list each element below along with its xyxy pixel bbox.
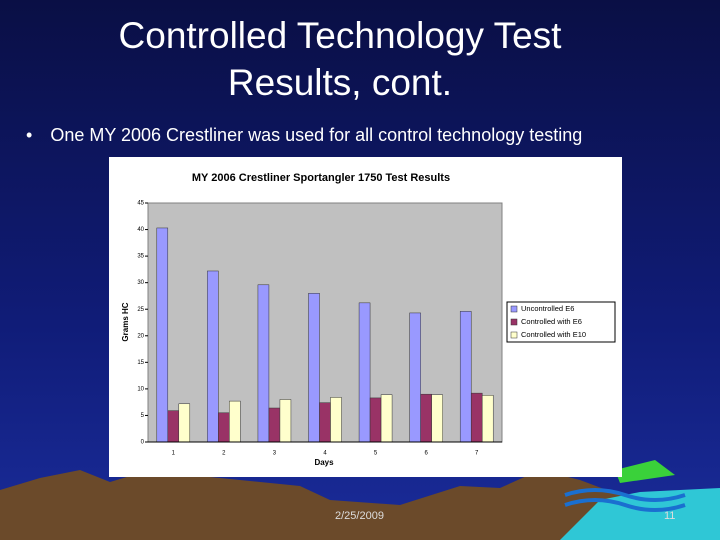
y-tick-label: 25 [137,307,144,313]
bar [218,412,230,443]
x-tick-label: 2 [222,451,226,457]
bar [330,397,342,443]
y-tick-label: 40 [137,227,144,233]
legend-swatch [510,331,518,339]
bar [178,403,191,443]
chart: MY 2006 Crestliner Sportangler 1750 Test… [109,157,622,477]
x-tick-label: 3 [273,451,277,457]
x-tick-label: 4 [323,451,327,457]
bar [431,394,443,443]
y-tick-label: 35 [137,254,144,260]
x-axis-label: Days [314,458,334,467]
bullet: • One MY 2006 Crestliner was used for all… [26,125,583,145]
x-tick-label: 6 [424,451,428,457]
legend-box [506,301,616,343]
bar [319,402,331,443]
wave [564,498,686,512]
bar [268,407,281,443]
page-number: 11 [664,510,676,522]
y-tick-label: 20 [137,333,144,339]
mountains [0,470,720,540]
bar [308,293,320,443]
bar [420,393,432,443]
boat-icon [615,460,675,483]
y-tick-label: 5 [141,413,145,419]
chart-title: MY 2006 Crestliner Sportangler 1750 Test… [192,172,450,184]
slide-title: Controlled Technology Test Results, cont… [118,15,562,103]
x-tick-label: 5 [374,451,378,457]
bar [156,227,169,443]
y-tick-label: 30 [137,280,144,286]
x-tick-label: 7 [475,451,479,457]
footer-date: 2/25/2009 [335,510,384,522]
bar [167,410,180,443]
bullet-text: One MY 2006 Crestliner was used for all … [50,125,583,145]
legend-label: Controlled with E10 [521,330,586,339]
x-tick-label: 1 [172,451,176,457]
bar [207,270,219,443]
legend-label: Controlled with E6 [521,317,582,326]
bar [358,302,371,443]
y-tick-label: 15 [137,360,144,366]
y-axis-label: Grams HC [121,302,130,341]
bar [470,392,483,443]
y-tick-label: 0 [141,440,145,446]
legend-swatch [510,318,518,326]
bar [229,400,241,443]
y-tick-label: 45 [137,201,144,207]
legend-swatch [510,305,518,313]
bar [257,284,270,443]
bar [380,394,393,443]
plot-area [147,202,503,443]
bar [369,397,382,443]
bar [481,395,494,443]
legend-label: Uncontrolled E6 [521,304,574,313]
y-tick-label: 10 [137,386,144,392]
bar [279,399,292,443]
wave [564,488,686,502]
bar [409,312,421,443]
bar [459,311,472,443]
